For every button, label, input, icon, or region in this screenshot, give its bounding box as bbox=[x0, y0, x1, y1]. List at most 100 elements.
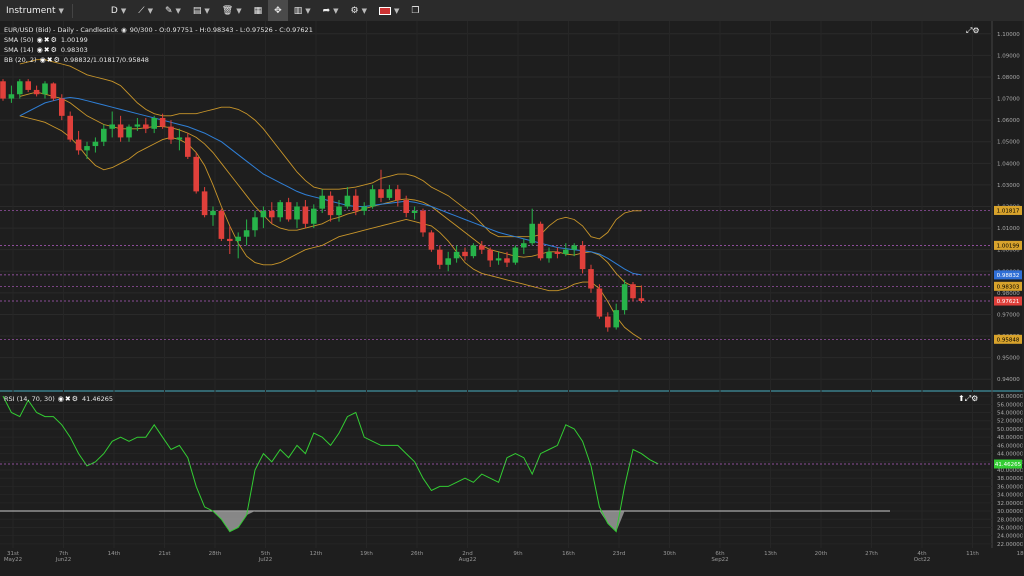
indicator-controls-icon[interactable]: ◉✖⚙ bbox=[39, 56, 61, 64]
time-tick-month: Sep22 bbox=[711, 557, 728, 563]
language-button[interactable]: ▼ bbox=[373, 0, 405, 21]
indicators-icon: ▥ bbox=[293, 5, 303, 16]
indicator-controls-icon[interactable]: ◉✖⚙ bbox=[36, 46, 58, 54]
indicator-controls-icon[interactable]: ◉✖⚙ bbox=[36, 36, 58, 44]
price-tick-label: 1.10000 bbox=[997, 32, 1020, 38]
eye-icon[interactable]: ◉ bbox=[121, 26, 127, 34]
main-legend: EUR/USD (Bid) - Daily - Candlestick ◉ 90… bbox=[4, 26, 313, 34]
price-tick-label: 1.09000 bbox=[997, 53, 1020, 59]
rsi-tick-label: 34.00000 bbox=[997, 493, 1024, 499]
rsi-tick-label: 24.00000 bbox=[997, 534, 1024, 540]
candle-body bbox=[168, 126, 174, 140]
candle-body bbox=[176, 137, 183, 140]
maximize-icon[interactable]: ⤢⚙ bbox=[966, 26, 980, 35]
price-tick-label: 1.01000 bbox=[997, 226, 1020, 232]
price-tick-label: 1.08000 bbox=[997, 75, 1020, 81]
share-button[interactable]: ➦ ▼ bbox=[317, 0, 345, 21]
candle-body bbox=[126, 126, 132, 138]
candle-body bbox=[8, 94, 15, 99]
sma14-label: SMA (14) bbox=[4, 46, 34, 54]
price-tick-label: 1.06000 bbox=[997, 118, 1020, 124]
rsi-tick-label: 58.00000 bbox=[997, 394, 1024, 400]
time-tick-month: May22 bbox=[4, 557, 22, 563]
chart-toolbar: Instrument ▼ D ▼ ⟋ ▼ ✎ ▼ ▤ ▼ 🗑 ▼ ▦ ✥ ▥ ▼ ➦ ▼ ⚙ ▼ … bbox=[0, 0, 1024, 22]
candle-body bbox=[613, 310, 619, 328]
time-tick-label: 16th bbox=[562, 551, 575, 557]
rsi-tick-label: 36.00000 bbox=[997, 484, 1024, 490]
chevron-down-icon: ▼ bbox=[236, 6, 242, 15]
price-tick-label: 1.04000 bbox=[997, 161, 1020, 167]
bb-lower-line bbox=[19, 115, 642, 340]
candle-body bbox=[117, 124, 124, 138]
candle-body bbox=[420, 210, 426, 233]
candle-body bbox=[638, 298, 645, 302]
sma50-legend: SMA (50) ◉✖⚙ 1.00199 bbox=[4, 36, 88, 44]
pencil-button[interactable]: ✎ ▼ bbox=[159, 0, 187, 21]
bb-value: 0.98832/1.01817/0.95848 bbox=[63, 56, 149, 64]
rsi-tick-label: 32.00000 bbox=[997, 501, 1024, 507]
price-tag-label: 0.97621 bbox=[997, 299, 1020, 305]
candle-body bbox=[529, 223, 535, 244]
drawings-button[interactable]: ▤ ▼ bbox=[187, 0, 216, 21]
price-tick-label: 1.07000 bbox=[997, 97, 1020, 103]
time-tick-label: 12th bbox=[310, 551, 323, 557]
time-tick-label: 23rd bbox=[613, 551, 626, 557]
price-tick-label: 0.97000 bbox=[997, 312, 1020, 318]
indicator-controls-icon[interactable]: ◉✖⚙ bbox=[57, 395, 80, 403]
candle-body bbox=[470, 245, 477, 257]
candle-body bbox=[504, 258, 510, 263]
candle-body bbox=[101, 128, 107, 142]
candle-body bbox=[487, 249, 493, 261]
time-tick-label: 11th bbox=[966, 551, 979, 557]
candle-body bbox=[479, 245, 485, 250]
candle-body bbox=[84, 146, 90, 151]
candle-body bbox=[235, 236, 241, 242]
candle-body bbox=[67, 115, 73, 140]
settings-button[interactable]: ⚙ ▼ bbox=[345, 0, 373, 21]
candle-body bbox=[437, 249, 443, 265]
popout-button[interactable]: ❐ bbox=[405, 0, 425, 21]
time-tick-label: 14th bbox=[108, 551, 121, 557]
candle-body bbox=[521, 243, 527, 248]
time-tick-month: Jun22 bbox=[55, 557, 72, 563]
rsi-tick-label: 56.00000 bbox=[997, 402, 1024, 408]
chevron-down-icon: ▼ bbox=[361, 6, 367, 15]
candle-body bbox=[554, 251, 561, 254]
pane-controls-icon[interactable]: ⬆⤢⚙ bbox=[958, 394, 979, 403]
rsi-line bbox=[2, 395, 659, 533]
draw-tools-button[interactable]: ⟋ ▼ bbox=[132, 0, 159, 21]
instrument-menu[interactable]: Instrument ▼ bbox=[0, 0, 70, 21]
candle-body bbox=[621, 284, 628, 311]
candle-body bbox=[369, 189, 376, 207]
candle-body bbox=[25, 81, 31, 90]
fit-button[interactable]: ✥ bbox=[268, 0, 288, 21]
candle-body bbox=[302, 206, 309, 224]
layout-button[interactable]: ▦ bbox=[248, 0, 269, 21]
indicators-button[interactable]: ▥ ▼ bbox=[288, 0, 317, 21]
candle-body bbox=[252, 217, 258, 231]
candle-body bbox=[109, 124, 115, 129]
price-tag bbox=[994, 205, 1022, 215]
candle-body bbox=[353, 195, 359, 211]
timeframe-menu[interactable]: D ▼ bbox=[105, 0, 132, 21]
instrument-label: Instrument bbox=[6, 5, 56, 16]
candle-body bbox=[159, 117, 166, 127]
rsi-label: RSI (14, 70, 30) bbox=[4, 395, 55, 403]
candle-body bbox=[445, 258, 451, 265]
time-tick-label: 7th bbox=[59, 551, 69, 557]
candle-body bbox=[546, 251, 552, 259]
rsi-tick-label: 54.00000 bbox=[997, 411, 1024, 417]
candle-body bbox=[185, 137, 191, 157]
chart-canvas[interactable]: 1.10000 1.09000 1.08000 1.07000 1.06000 1.050… bbox=[0, 21, 1024, 576]
candle-body bbox=[294, 206, 300, 220]
candle-body bbox=[0, 81, 6, 99]
rsi-tick-label: 26.00000 bbox=[997, 525, 1024, 531]
price-tag bbox=[994, 270, 1022, 280]
time-tick-month: Oct22 bbox=[914, 557, 931, 563]
candle-body bbox=[151, 117, 157, 129]
sma50-value: 1.00199 bbox=[60, 36, 88, 44]
rsi-oversold-fill bbox=[599, 511, 625, 532]
candle-body bbox=[42, 83, 48, 95]
candle-body bbox=[588, 269, 594, 289]
trash-button[interactable]: 🗑 ▼ bbox=[216, 0, 248, 21]
